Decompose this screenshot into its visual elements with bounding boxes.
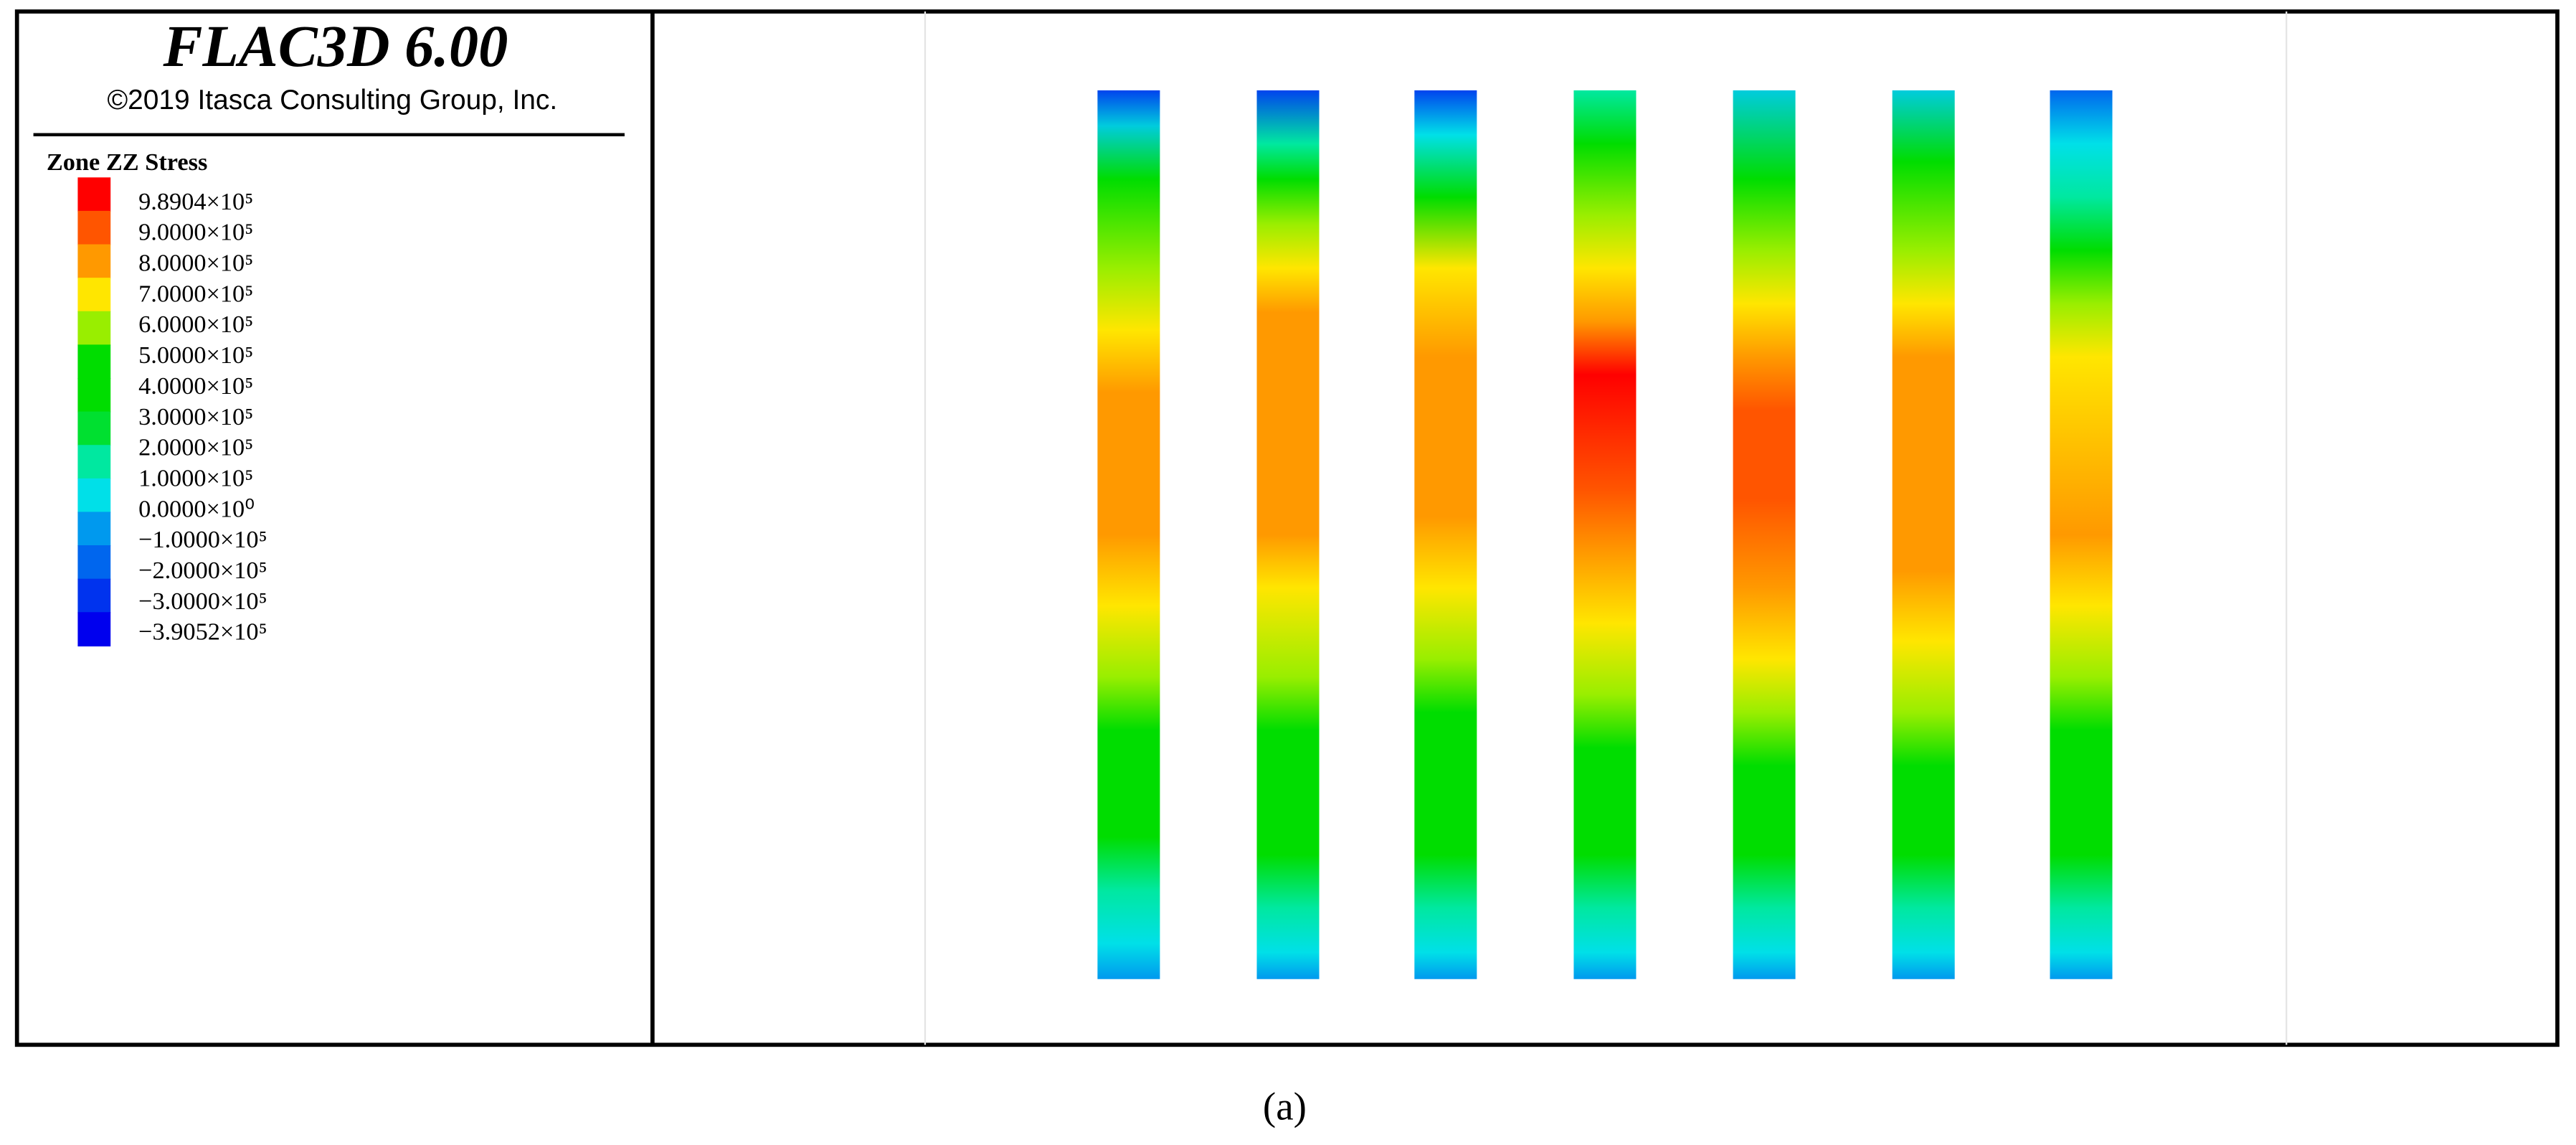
legend-label: −3.9052×10⁵: [138, 618, 267, 646]
pillar: [1573, 90, 1637, 979]
legend-label: −1.0000×10⁵: [138, 526, 267, 553]
legend-swatch: [77, 344, 111, 380]
legend-swatch: [77, 210, 111, 245]
pillar: [1097, 90, 1160, 979]
pillar: [2050, 90, 2113, 979]
legend-swatch: [77, 377, 111, 413]
legend-label: 2.0000×10⁵: [138, 434, 253, 461]
legend-swatch: [77, 512, 111, 547]
legend-label: 1.0000×10⁵: [138, 464, 253, 491]
legend-label: 9.0000×10⁵: [138, 219, 253, 246]
legend-swatch: [77, 411, 111, 446]
legend-swatch: [77, 612, 111, 647]
legend-label: 4.0000×10⁵: [138, 372, 253, 400]
legend-label: −3.0000×10⁵: [138, 588, 267, 615]
legend-swatch: [77, 177, 111, 212]
legend-swatch: [77, 311, 111, 346]
legend-swatch: [77, 578, 111, 613]
legend-label: 0.0000×10⁰: [138, 495, 255, 522]
legend-label: 6.0000×10⁵: [138, 311, 253, 338]
pillars: [1097, 90, 2113, 979]
caption: (a): [1263, 1085, 1307, 1128]
legend-label: 8.0000×10⁵: [138, 250, 253, 277]
legend-swatch: [77, 478, 111, 513]
legend-label: 3.0000×10⁵: [138, 403, 253, 430]
legend-swatch: [77, 445, 111, 479]
legend-swatch: [77, 244, 111, 279]
legend-label: −2.0000×10⁵: [138, 557, 267, 584]
pillar: [1256, 90, 1320, 979]
frame: [14, 9, 2560, 1047]
legend-label: 5.0000×10⁵: [138, 341, 253, 369]
app-title: FLAC3D 6.00: [162, 14, 508, 79]
legend-swatch: [77, 545, 111, 580]
legend-swatch: [77, 278, 111, 312]
pillar: [1892, 90, 1955, 979]
legend-title: Zone ZZ Stress: [47, 149, 207, 176]
copyright: ©2019 Itasca Consulting Group, Inc.: [107, 85, 557, 116]
legend-label: 7.0000×10⁵: [138, 280, 253, 307]
pillar: [1733, 90, 1796, 979]
pillar: [1414, 90, 1477, 979]
legend-label: 9.8904×10⁵: [138, 188, 253, 215]
